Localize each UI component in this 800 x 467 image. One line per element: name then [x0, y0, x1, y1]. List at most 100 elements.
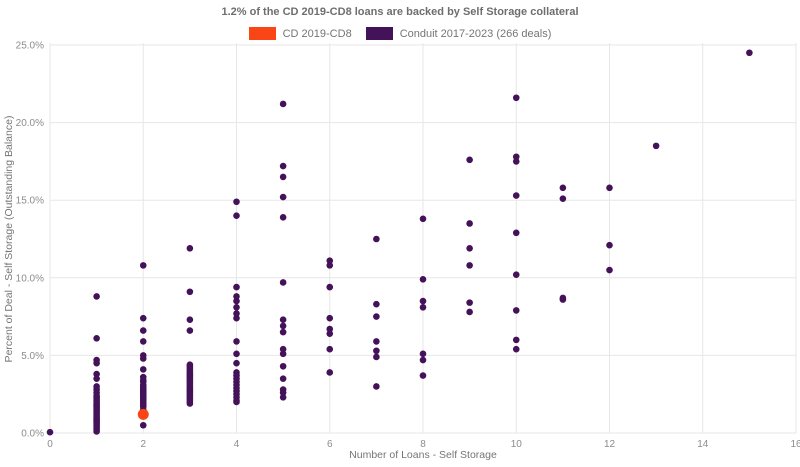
- data-point: [419, 276, 427, 283]
- x-tick-label: 4: [234, 439, 240, 450]
- data-point: [279, 316, 287, 324]
- data-point: [512, 307, 520, 314]
- y-tick-label: 20.0%: [16, 118, 44, 129]
- y-axis-title: Percent of Deal - Self Storage (Outstand…: [3, 116, 15, 363]
- data-point: [93, 375, 100, 382]
- legend-label: CD 2019-CD8: [282, 27, 352, 40]
- data-point: [93, 335, 100, 342]
- data-point: [512, 153, 520, 161]
- data-point: [512, 336, 520, 344]
- data-point: [233, 303, 240, 311]
- data-point: [466, 262, 473, 269]
- data-point: [186, 245, 194, 252]
- data-point: [373, 383, 380, 390]
- data-point: [419, 350, 427, 358]
- data-point: [93, 370, 100, 378]
- y-tick-label: 25.0%: [16, 41, 44, 52]
- x-tick-label: 14: [697, 439, 709, 450]
- data-point: [93, 359, 100, 367]
- data-point: [373, 353, 380, 361]
- legend-swatch: [365, 27, 393, 40]
- y-tick-label: 5.0%: [21, 351, 44, 362]
- data-point: [419, 215, 427, 223]
- data-point: [326, 283, 334, 291]
- data-point: [279, 328, 287, 336]
- data-point: [279, 362, 287, 370]
- x-tick-label: 6: [327, 439, 333, 450]
- legend-item-1[interactable]: Conduit 2017-2023 (266 deals): [365, 27, 552, 40]
- data-point: [466, 156, 473, 164]
- x-tick-label: 0: [47, 439, 53, 450]
- data-point: [233, 198, 240, 206]
- data-point: [233, 350, 240, 358]
- data-point: [512, 229, 520, 237]
- data-point: [279, 322, 287, 330]
- data-point: [233, 283, 240, 291]
- data-point: [279, 389, 287, 396]
- data-point: [373, 235, 380, 243]
- data-point: [186, 288, 194, 296]
- data-point: [373, 347, 380, 355]
- data-point: [606, 184, 613, 192]
- data-point: [139, 327, 147, 334]
- x-tick-label: 12: [604, 439, 616, 450]
- data-point: [419, 303, 427, 311]
- data-point: [652, 142, 660, 150]
- data-point: [419, 356, 427, 364]
- data-point: [512, 192, 520, 199]
- y-tick-label: 0.0%: [21, 429, 44, 440]
- data-point: [326, 257, 334, 265]
- data-point: [233, 310, 240, 317]
- data-point: [139, 338, 147, 345]
- data-point: [512, 345, 520, 353]
- y-tick-label: 10.0%: [16, 273, 44, 284]
- x-tick-label: 16: [790, 439, 800, 450]
- data-point: [233, 314, 240, 322]
- data-point: [279, 375, 287, 382]
- data-point: [279, 162, 287, 170]
- data-point: [373, 300, 380, 308]
- x-tick-label: 2: [140, 439, 146, 450]
- x-tick-label: 10: [511, 439, 523, 450]
- data-point: [326, 345, 334, 353]
- legend-item-0[interactable]: CD 2019-CD8: [248, 27, 352, 40]
- data-point: [373, 313, 380, 320]
- data-point: [326, 369, 334, 376]
- chart-title: 1.2% of the CD 2019-CD8 loans are backed…: [221, 6, 579, 18]
- data-point: [279, 100, 287, 108]
- data-point: [279, 213, 287, 221]
- data-point: [466, 308, 473, 316]
- data-point: [326, 314, 334, 322]
- data-point: [326, 325, 334, 333]
- data-point: [279, 394, 287, 401]
- data-point: [233, 212, 240, 220]
- data-point: [606, 241, 613, 249]
- data-point: [512, 271, 520, 278]
- data-point: [139, 366, 147, 373]
- data-point: [46, 428, 54, 436]
- data-point: [279, 345, 287, 353]
- data-point: [233, 297, 240, 305]
- data-point: [419, 372, 427, 379]
- data-point: [419, 297, 427, 305]
- data-point: [279, 350, 287, 358]
- data-point: [233, 293, 240, 300]
- data-point: [139, 355, 147, 362]
- data-point: [279, 173, 287, 181]
- data-point: [559, 184, 567, 192]
- data-point: [326, 262, 334, 269]
- data-point: [606, 266, 613, 274]
- legend-label: Conduit 2017-2023 (266 deals): [399, 27, 552, 40]
- data-point: [279, 279, 287, 286]
- x-tick-label: 8: [420, 439, 426, 450]
- chart-legend: CD 2019-CD8 Conduit 2017-2023 (266 deals): [0, 27, 800, 40]
- data-point: [233, 398, 240, 406]
- data-point: [186, 316, 194, 324]
- data-point: [466, 299, 473, 306]
- data-point: [326, 330, 334, 337]
- data-point: [512, 158, 520, 165]
- data-point: [233, 338, 240, 345]
- data-point: [93, 428, 100, 435]
- data-point: [186, 400, 194, 407]
